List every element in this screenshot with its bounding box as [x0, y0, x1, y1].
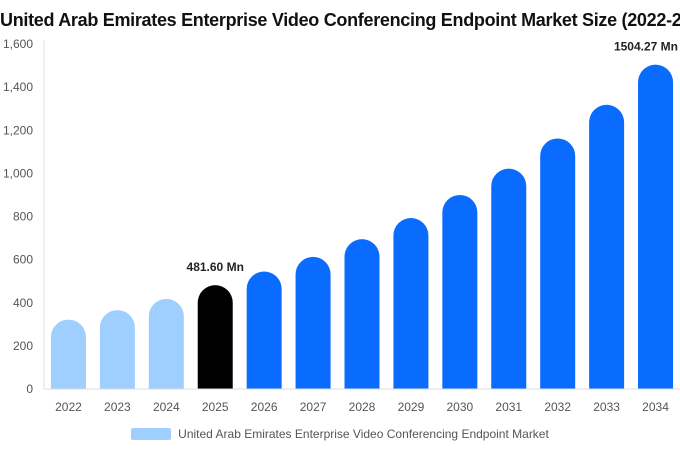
bar-2030: [442, 194, 478, 389]
bar-2024: [148, 298, 184, 389]
legend-label: United Arab Emirates Enterprise Video Co…: [178, 427, 549, 441]
x-tick-label: 2027: [300, 400, 327, 414]
y-tick-label: 800: [13, 210, 33, 224]
bar-2028: [344, 239, 380, 389]
y-tick-label: 1,000: [3, 166, 33, 180]
x-axis: 2022 2023 2024 2025 2026 2027 2028 2029 2030 2031…: [44, 388, 680, 414]
bar-2026: [246, 271, 282, 389]
bars: [50, 64, 674, 390]
legend-swatch: [131, 428, 172, 440]
bar-2029: [393, 218, 429, 389]
bar-2032: [540, 138, 576, 389]
y-tick-label: 1,600: [3, 37, 33, 51]
bar-2023: [99, 310, 135, 389]
y-tick-label: 1,400: [3, 80, 33, 94]
legend: United Arab Emirates Enterprise Video Co…: [0, 426, 680, 442]
data-label: 481.60 Mn: [187, 260, 244, 274]
data-label: 1504.27 Mn: [614, 40, 678, 54]
bar-2027: [295, 256, 331, 389]
bar-2022: [50, 319, 86, 389]
bar-2034: [638, 64, 674, 389]
bar-2033: [589, 104, 625, 390]
chart-title: United Arab Emirates Enterprise Video Co…: [0, 10, 680, 30]
x-tick-label: 2032: [544, 400, 571, 414]
y-tick-label: 400: [13, 296, 33, 310]
x-tick-label: 2028: [349, 400, 376, 414]
x-tick-label: 2026: [251, 400, 278, 414]
y-tick-label: 200: [13, 339, 33, 353]
x-tick-label: 2030: [446, 400, 473, 414]
x-tick-label: 2022: [55, 400, 82, 414]
y-tick-label: 600: [13, 253, 33, 267]
x-tick-label: 2025: [202, 400, 229, 414]
y-axis: 0 200 400 600 800 1,000 1,200 1,400 1,600: [3, 37, 45, 396]
data-labels: 481.60 Mn 1504.27 Mn: [187, 40, 678, 275]
y-tick-label: 0: [26, 382, 33, 396]
x-tick-label: 2034: [642, 400, 669, 414]
x-tick-label: 2023: [104, 400, 131, 414]
bar-2025: [197, 285, 233, 389]
y-tick-label: 1,200: [3, 123, 33, 137]
x-tick-label: 2031: [495, 400, 522, 414]
bar-2031: [491, 168, 527, 389]
x-tick-label: 2033: [593, 400, 620, 414]
x-tick-label: 2029: [398, 400, 425, 414]
x-tick-label: 2024: [153, 400, 180, 414]
